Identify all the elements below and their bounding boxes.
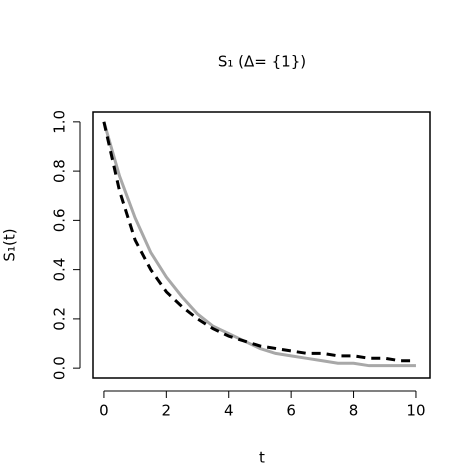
series-line [102,121,416,368]
x-tick-label: 6 [286,402,296,420]
x-tick-label: 8 [349,402,359,420]
x-tick-label: 4 [224,402,234,420]
x-tick-label: 10 [406,402,425,420]
y-tick-label: 1.0 [51,110,69,134]
x-axis-label: t [259,449,265,467]
x-tick-label: 2 [162,402,172,420]
x-tick-label: 0 [99,402,109,420]
series-line [102,121,416,363]
y-tick-label: 0.0 [51,356,69,380]
y-tick-label: 0.8 [51,159,69,183]
plot-frame [92,111,431,379]
y-tick-label: 0.4 [51,258,69,282]
y-axis-label: S₁(t) [1,228,19,261]
chart-title: S₁ (Δ= {1}) [218,53,306,71]
y-tick-label: 0.6 [51,208,69,232]
y-tick-label: 0.2 [51,307,69,331]
